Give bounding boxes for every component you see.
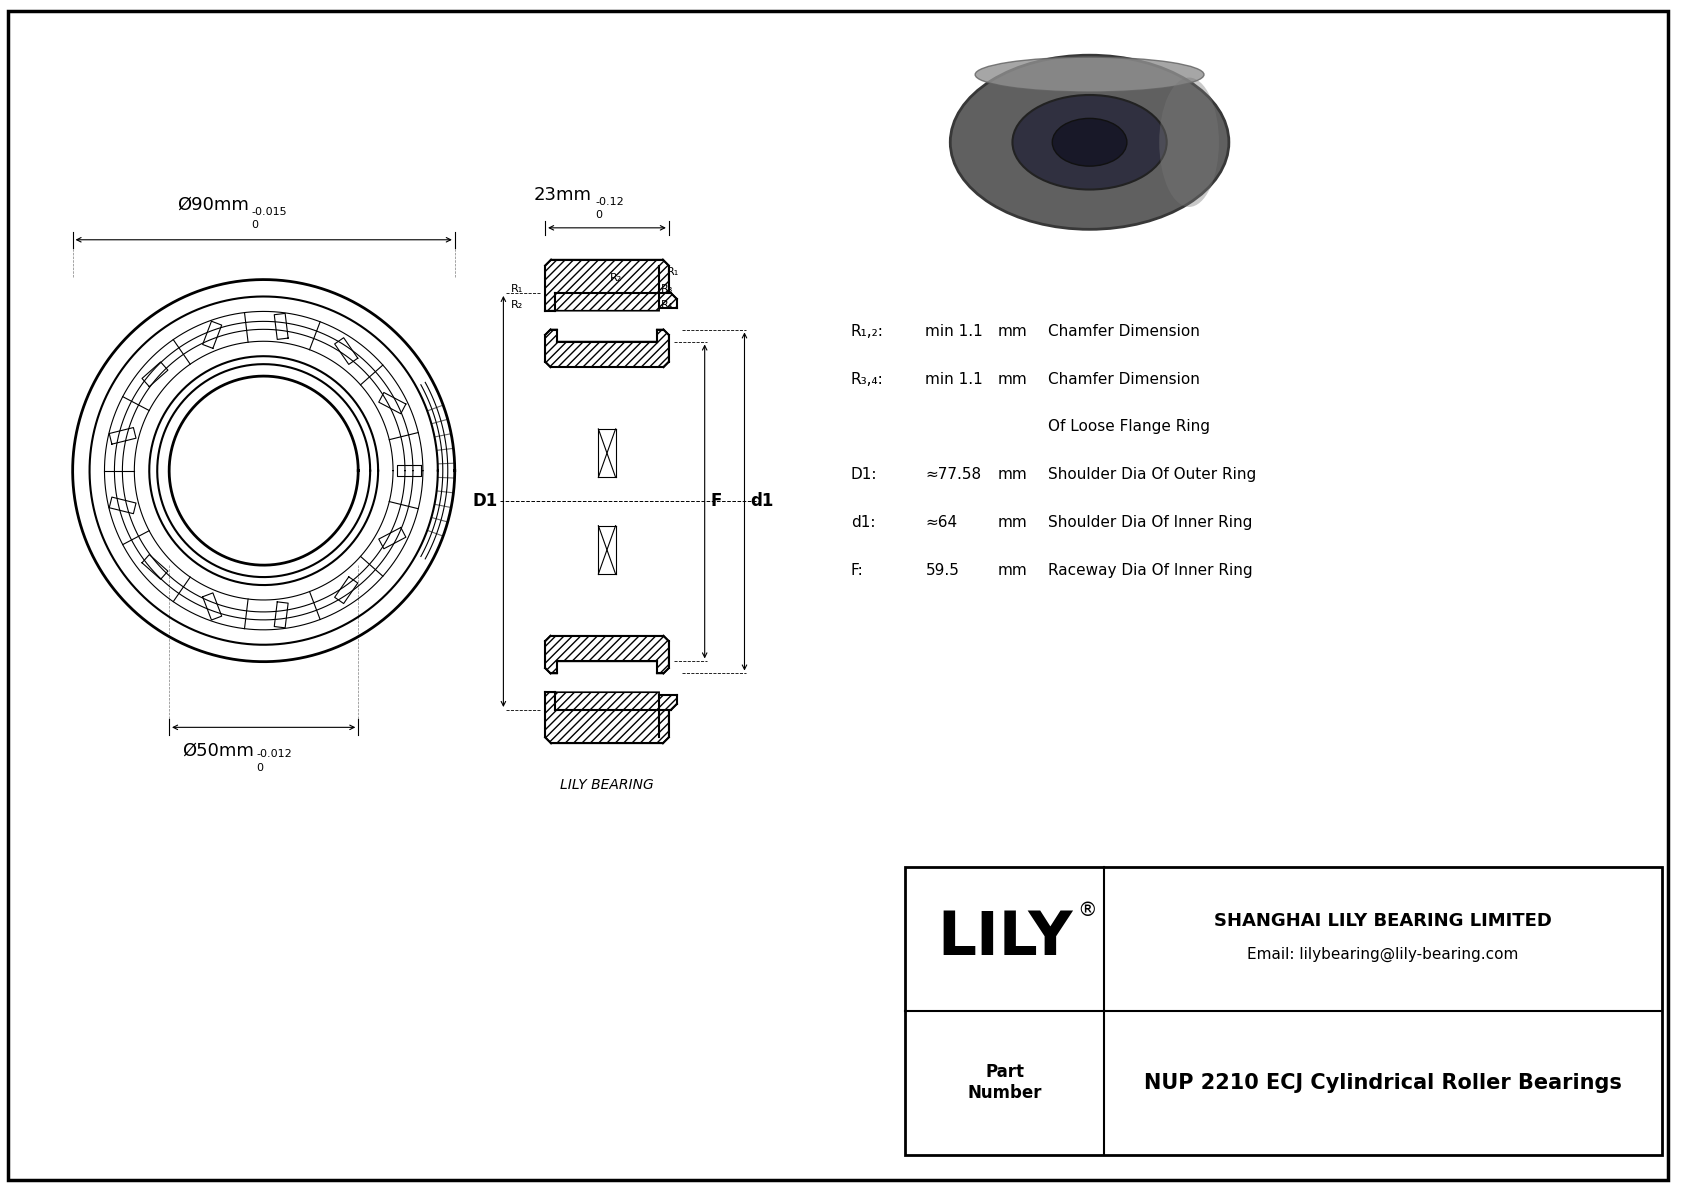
Ellipse shape <box>1159 77 1219 207</box>
Ellipse shape <box>950 55 1229 230</box>
Text: min 1.1: min 1.1 <box>926 372 983 387</box>
Polygon shape <box>546 260 669 311</box>
Bar <box>906 867 1662 1155</box>
Text: mm: mm <box>999 562 1027 578</box>
Text: F:: F: <box>850 562 864 578</box>
Text: Of Loose Flange Ring: Of Loose Flange Ring <box>1047 419 1209 435</box>
Ellipse shape <box>1052 118 1127 166</box>
Text: d1:: d1: <box>850 515 876 530</box>
Text: mm: mm <box>999 515 1027 530</box>
Text: R₂: R₂ <box>510 300 524 310</box>
Ellipse shape <box>1012 95 1167 189</box>
Text: NUP 2210 ECJ Cylindrical Roller Bearings: NUP 2210 ECJ Cylindrical Roller Bearings <box>1143 1073 1622 1092</box>
Text: Part
Number: Part Number <box>968 1064 1042 1102</box>
Text: SHANGHAI LILY BEARING LIMITED: SHANGHAI LILY BEARING LIMITED <box>1214 912 1553 930</box>
Text: 0: 0 <box>256 763 264 773</box>
Text: R₁: R₁ <box>667 267 679 276</box>
Text: 59.5: 59.5 <box>926 562 960 578</box>
Polygon shape <box>546 636 669 673</box>
Text: R₂: R₂ <box>610 273 621 282</box>
Ellipse shape <box>975 57 1204 92</box>
Text: Raceway Dia Of Inner Ring: Raceway Dia Of Inner Ring <box>1047 562 1253 578</box>
Text: -0.12: -0.12 <box>594 197 623 207</box>
Polygon shape <box>658 694 677 710</box>
Text: D1: D1 <box>472 492 497 511</box>
Text: ®: ® <box>1076 900 1096 919</box>
Text: Shoulder Dia Of Inner Ring: Shoulder Dia Of Inner Ring <box>1047 515 1253 530</box>
Text: R₄: R₄ <box>662 300 674 310</box>
Polygon shape <box>546 692 669 743</box>
Text: Email: lilybearing@lily-bearing.com: Email: lilybearing@lily-bearing.com <box>1248 947 1519 962</box>
Text: R₁,₂:: R₁,₂: <box>850 324 884 338</box>
Text: mm: mm <box>999 372 1027 387</box>
Text: mm: mm <box>999 467 1027 482</box>
Text: -0.015: -0.015 <box>251 207 288 217</box>
Text: -0.012: -0.012 <box>256 749 293 759</box>
Text: LILY: LILY <box>938 909 1073 968</box>
Text: R₃: R₃ <box>662 285 674 294</box>
Text: 0: 0 <box>251 220 259 230</box>
Text: D1:: D1: <box>850 467 877 482</box>
Text: Ø50mm: Ø50mm <box>182 741 254 759</box>
Text: R₁: R₁ <box>510 285 524 294</box>
Text: R₃,₄:: R₃,₄: <box>850 372 884 387</box>
Text: LILY BEARING: LILY BEARING <box>561 778 653 792</box>
Polygon shape <box>658 293 677 308</box>
Text: Ø90mm: Ø90mm <box>177 195 249 214</box>
Polygon shape <box>546 330 669 367</box>
Text: 0: 0 <box>594 210 603 220</box>
Text: d1: d1 <box>751 492 775 511</box>
Text: ≈77.58: ≈77.58 <box>926 467 982 482</box>
Text: ≈64: ≈64 <box>926 515 958 530</box>
Text: min 1.1: min 1.1 <box>926 324 983 338</box>
Text: Chamfer Dimension: Chamfer Dimension <box>1047 324 1199 338</box>
Text: F: F <box>711 492 722 511</box>
Text: Chamfer Dimension: Chamfer Dimension <box>1047 372 1199 387</box>
Text: 23mm: 23mm <box>534 186 593 204</box>
Text: mm: mm <box>999 324 1027 338</box>
Text: Shoulder Dia Of Outer Ring: Shoulder Dia Of Outer Ring <box>1047 467 1256 482</box>
